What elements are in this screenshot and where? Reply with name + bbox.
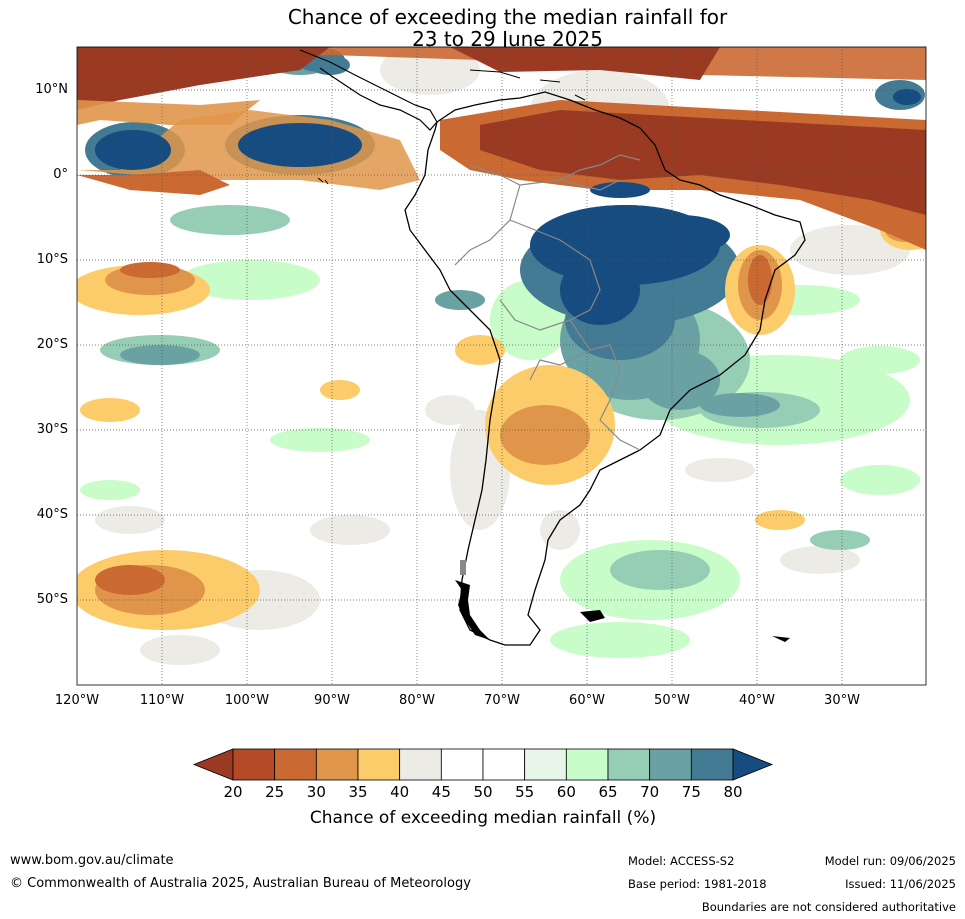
lon-label-30w: 30°W — [824, 693, 860, 708]
colorbar-tick-label: 60 — [556, 783, 576, 801]
colorbar-cell — [524, 748, 567, 781]
colorbar-cell — [690, 748, 734, 781]
boundaries-disclaimer: Boundaries are not considered authoritat… — [701, 900, 956, 914]
rainfall-anomaly-field — [77, 47, 926, 665]
northwest-very-dry — [77, 47, 330, 110]
colorbar-tick-label: 30 — [306, 783, 326, 801]
caribbean-very-dry — [450, 47, 720, 80]
colorbar-arrow-low — [192, 748, 234, 781]
lat-label-20s: 20°S — [36, 337, 68, 352]
model-run-date: Model run: 09/06/2025 — [824, 854, 956, 868]
map-title-line-1: Chance of exceeding the median rainfall … — [287, 5, 728, 29]
lon-label-70w: 70°W — [484, 693, 520, 708]
lon-label-40w: 40°W — [739, 693, 775, 708]
colorbar-cell — [315, 748, 359, 781]
colorbar-tick-label: 80 — [723, 783, 743, 801]
lon-label-60w: 60°W — [569, 693, 605, 708]
lat-label-10n: 10°N — [35, 82, 68, 97]
colorbar-tick-label: 50 — [473, 783, 493, 801]
lat-label-0: 0° — [53, 167, 68, 182]
lon-label-80w: 80°W — [399, 693, 435, 708]
colorbar-cell — [440, 748, 484, 781]
galapagos-islands — [317, 177, 329, 185]
copyright-notice: © Commonwealth of Australia 2025, Austra… — [10, 876, 471, 891]
colorbar-tick-label: 65 — [598, 783, 618, 801]
lon-label-50w: 50°W — [654, 693, 690, 708]
colorbar-tick-label: 45 — [431, 783, 451, 801]
equatorial-very-dry — [480, 110, 926, 215]
lon-label-90w: 90°W — [314, 693, 350, 708]
lon-label-120w: 120°W — [54, 693, 100, 708]
colorbar-tick-label: 20 — [223, 783, 243, 801]
issued-date: Issued: 11/06/2025 — [845, 877, 956, 891]
lat-label-10s: 10°S — [36, 252, 68, 267]
map-frame — [76, 46, 927, 686]
pacific-drier — [77, 170, 230, 195]
colorbar-label: Chance of exceeding median rainfall (%) — [309, 808, 657, 828]
drier-areas — [95, 255, 772, 595]
colorbar-cell — [232, 748, 276, 781]
northeast-pacific-dry — [77, 100, 260, 125]
graticule — [77, 47, 926, 685]
model-name: Model: ACCESS-S2 — [628, 854, 735, 868]
lon-label-110w: 110°W — [139, 693, 185, 708]
colorbar-tick-label: 55 — [515, 783, 535, 801]
colorbar-cell — [649, 748, 692, 781]
colorbar-tick-label: 25 — [265, 783, 285, 801]
colorbar-cell — [274, 748, 317, 781]
colorbar-cell — [565, 748, 609, 781]
lat-label-40s: 40°S — [36, 507, 68, 522]
south-america-coastline — [404, 91, 806, 646]
colorbar-cell — [607, 748, 651, 781]
patagonia-fjords — [455, 560, 790, 642]
colorbar-arrow-high — [732, 748, 774, 781]
central-america-coastline — [299, 49, 438, 131]
lon-label-100w: 100°W — [224, 693, 270, 708]
rainfall-map — [76, 46, 927, 686]
colorbar-tick-label: 70 — [640, 783, 660, 801]
colorbar-tick-label: 75 — [681, 783, 701, 801]
colorbar-cell — [482, 748, 526, 781]
lat-label-50s: 50°S — [36, 592, 68, 607]
colorbar-cell — [399, 748, 442, 781]
website-url[interactable]: www.bom.gov.au/climate — [10, 853, 174, 868]
base-period: Base period: 1981-2018 — [628, 877, 767, 891]
colorbar-tick-label: 40 — [390, 783, 410, 801]
lat-label-30s: 30°S — [36, 422, 68, 437]
colorbar-tick-label: 35 — [348, 783, 368, 801]
colorbar-cells — [192, 748, 774, 781]
colorbar-cell — [357, 748, 401, 781]
caribbean-islands — [469, 69, 586, 101]
country-borders — [454, 154, 641, 451]
